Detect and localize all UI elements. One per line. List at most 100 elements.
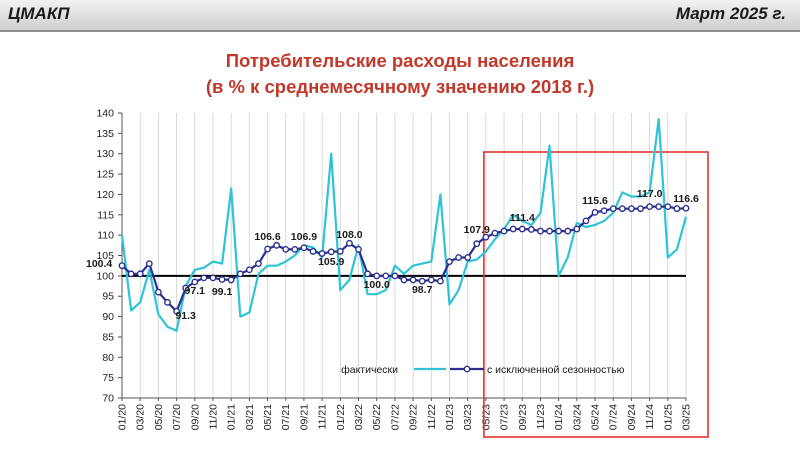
series-sa-point [400, 276, 408, 284]
y-tick-label: 80 [102, 352, 114, 364]
x-tick-label: 03/24 [571, 404, 583, 430]
series-sa-point [509, 225, 517, 233]
report-date: Март 2025 г. [675, 4, 786, 23]
series-sa-point [482, 233, 490, 241]
x-tick-label: 11/23 [535, 404, 547, 430]
series-sa-point [145, 260, 153, 268]
series-sa-point [309, 248, 317, 255]
y-tick-label: 85 [102, 331, 114, 343]
series-sa-point [500, 227, 508, 235]
x-tick-label: 11/21 [317, 404, 329, 430]
x-tick-label: 03/21 [244, 404, 256, 430]
org-name: ЦМАКП [8, 4, 70, 23]
series-sa-point [245, 266, 253, 274]
series-sa-point [391, 272, 399, 280]
y-tick-label: 100 [96, 270, 114, 282]
series-sa-point [282, 245, 290, 253]
x-tick-label: 11/24 [644, 404, 656, 430]
series-sa-point [327, 248, 335, 256]
series-sa-point [227, 276, 235, 284]
y-tick-label: 70 [102, 393, 114, 405]
series-sa-point [427, 276, 435, 284]
series-sa-point [600, 207, 608, 215]
series-sa-point [682, 204, 690, 212]
series-sa-point [546, 227, 553, 235]
x-tick-label: 01/20 [117, 404, 129, 430]
x-tick-label: 03/20 [135, 404, 147, 430]
y-tick-label: 135 [96, 128, 114, 140]
series-sa-point [436, 277, 444, 285]
x-tick-label: 03/23 [462, 404, 474, 430]
series-sa-point [136, 270, 144, 278]
legend-sa-marker [463, 365, 471, 373]
series-sa-point [555, 227, 563, 235]
data-label: 107.9 [464, 224, 490, 236]
y-tick-label: 95 [102, 291, 114, 303]
data-label: 97.1 [185, 285, 206, 297]
series-sa-point [646, 203, 654, 211]
series-sa-point [209, 274, 217, 282]
series-sa-point [591, 208, 599, 216]
x-tick-label: 09/23 [517, 404, 529, 430]
series-sa-point [655, 203, 663, 211]
series-sa-point [264, 245, 271, 253]
series-sa-point [127, 270, 135, 278]
series-sa-point [382, 272, 390, 280]
series-sa-point [537, 227, 544, 235]
header-bar: ЦМАКП Март 2025 г. [0, 0, 800, 32]
series-sa-point [182, 284, 190, 292]
series-sa-point [191, 278, 199, 286]
series-sa-point [527, 226, 535, 233]
series-sa-point [418, 277, 426, 285]
series-sa-point [364, 270, 372, 278]
y-tick-label: 140 [96, 108, 114, 120]
x-tick-label: 09/21 [298, 404, 310, 430]
series-sa-point [355, 245, 362, 253]
data-label: 116.6 [673, 193, 699, 205]
data-label: 106.9 [291, 231, 317, 243]
data-label: 99.1 [212, 286, 233, 298]
series-sa-point [336, 248, 344, 255]
data-label: 108.0 [336, 229, 362, 241]
y-tick-label: 90 [102, 311, 114, 323]
x-tick-label: 07/21 [280, 404, 292, 430]
data-label: 98.7 [412, 284, 433, 296]
x-tick-label: 03/22 [353, 404, 365, 430]
series-sa-point [518, 225, 526, 233]
y-tick-label: 115 [97, 209, 114, 221]
y-tick-label: 125 [96, 169, 114, 181]
x-tick-label: 09/24 [626, 404, 638, 430]
series-sa-point [318, 250, 326, 257]
x-tick-label: 01/23 [444, 404, 456, 430]
y-tick-label: 75 [102, 372, 114, 384]
x-tick-label: 03/25 [681, 404, 693, 430]
chart-subtitle: (в % к среднемесячному значению 2018 г.) [205, 76, 595, 97]
data-label: 100.0 [364, 279, 390, 291]
series-sa-point [473, 240, 481, 248]
x-tick-label: 11/22 [426, 404, 438, 430]
x-tick-label: 01/25 [662, 404, 674, 430]
series-sa-point [673, 205, 681, 213]
data-label: 117.0 [637, 188, 663, 200]
series-sa-point [628, 205, 635, 213]
data-label: 111.4 [510, 212, 535, 224]
series-sa-point [373, 272, 381, 280]
data-label: 100.4 [86, 258, 112, 270]
series-sa-point [573, 225, 581, 233]
series-sa-point [455, 254, 462, 261]
y-tick-label: 130 [96, 148, 114, 160]
x-tick-label: 07/22 [389, 404, 401, 430]
x-tick-label: 07/20 [171, 404, 183, 430]
series-actual-line [120, 117, 688, 332]
legend-sa-label: с исключенной сезонностью [487, 364, 625, 376]
series-sa-point [255, 260, 262, 268]
y-tick-label: 110 [97, 230, 114, 242]
series-sa-point [273, 241, 281, 249]
y-tick-label: 120 [96, 189, 114, 201]
series-sa-point [291, 245, 299, 253]
x-tick-label: 05/22 [371, 404, 383, 430]
series-sa-point [564, 227, 572, 235]
x-tick-label: 11/20 [207, 404, 219, 430]
series-sa-point [154, 288, 162, 296]
